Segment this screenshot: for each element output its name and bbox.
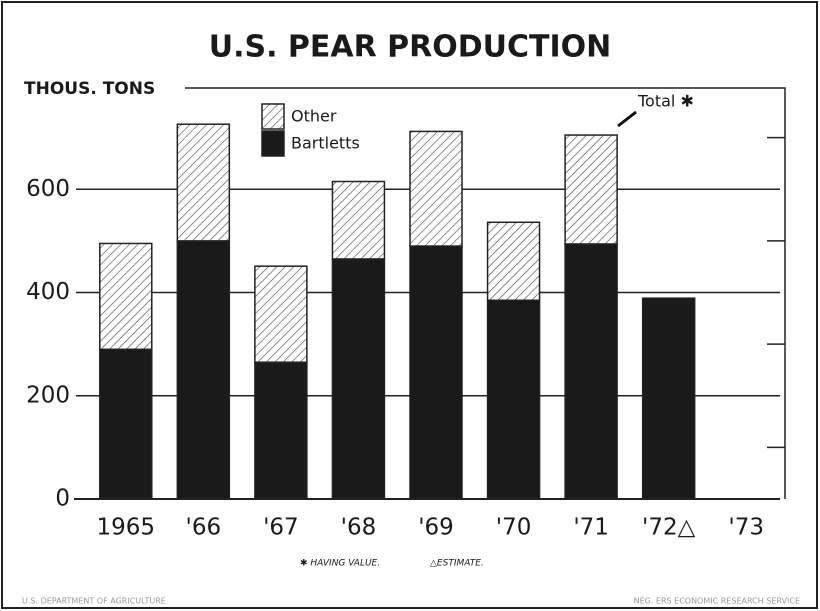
x-tick-label: '70 [496,515,532,541]
bar-segment [564,134,618,245]
bar-segment [409,130,463,247]
y-tick-label: 0 [55,486,70,512]
bar-segment [641,297,696,500]
y-axis-label: THOUS. TONS [24,79,155,99]
source: U.S. DEPARTMENT OF AGRICULTURE [22,597,166,606]
chart-title: U.S. PEAR PRODUCTION [209,30,612,65]
x-tick-label: '67 [263,515,299,541]
x-tick-label: '73 [728,515,764,541]
bar-segment [409,245,463,500]
footnote: △ESTIMATE. [430,559,484,569]
annotation: Total ✱ [637,92,694,111]
y-tick-label: 400 [26,279,70,305]
bar-segment [486,221,541,301]
bar-segment [99,348,153,500]
x-tick-label: '66 [186,515,222,541]
annotation-pointer [617,110,637,128]
bar-segment [176,240,231,500]
y-tick-label: 200 [26,382,70,408]
bar-segment [331,258,386,500]
legend-label: Bartletts [291,134,360,153]
x-tick-label: '72△ [642,515,696,541]
x-tick-label: '69 [418,515,454,541]
bar-segment [254,361,308,500]
bar-segment [254,265,308,363]
bar-segment [331,180,386,260]
footnote: ✱ HAVING VALUE. [300,559,380,569]
legend-swatch [261,103,285,130]
bar-segment [564,243,618,500]
bar-segment [99,242,153,351]
y-tick-label: 600 [26,176,70,202]
legend-swatch [261,130,285,157]
source: NEG. ERS ECONOMIC RESEARCH SERVICE [634,597,800,606]
bar-segment [486,299,541,500]
x-tick-label: 1965 [97,515,156,541]
x-tick-label: '68 [341,515,377,541]
frame [185,87,786,499]
legend-label: Other [291,107,337,126]
bar-segment [176,123,231,242]
x-tick-label: '71 [573,515,609,541]
